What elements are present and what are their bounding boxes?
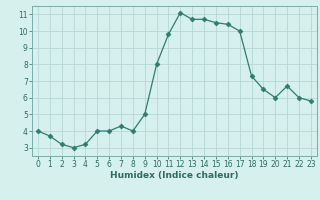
X-axis label: Humidex (Indice chaleur): Humidex (Indice chaleur): [110, 171, 239, 180]
